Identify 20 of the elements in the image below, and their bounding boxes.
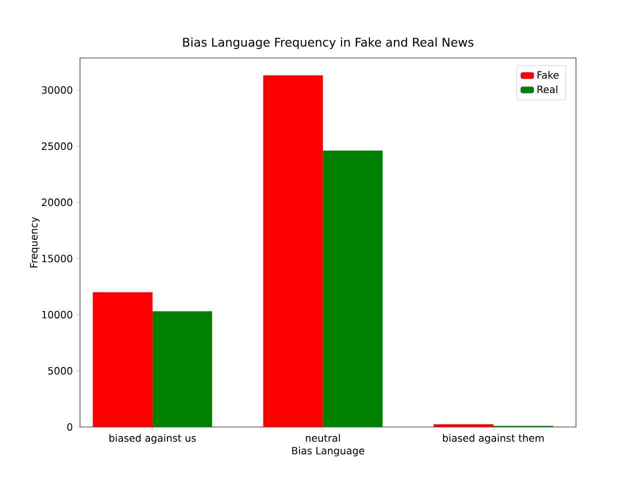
bar <box>322 150 383 427</box>
y-tick-label: 0 <box>67 423 72 431</box>
y-tick-label: 15000 <box>42 254 72 262</box>
y-axis-title: Frequency <box>30 216 40 268</box>
chart-title: Bias Language Frequency in Fake and Real News <box>183 37 474 50</box>
x-tick-label: neutral <box>306 434 340 442</box>
bar <box>92 292 152 427</box>
bar <box>152 311 212 427</box>
bar <box>434 424 494 427</box>
x-axis-title: Bias Language <box>292 446 364 456</box>
y-tick-label: 30000 <box>42 86 72 94</box>
bar <box>263 75 323 427</box>
x-tick-label: biased against them <box>443 434 544 444</box>
legend-label: Fake <box>538 70 559 79</box>
y-tick-label: 25000 <box>42 142 72 150</box>
legend-label: Real <box>538 85 558 94</box>
y-tick-label: 10000 <box>42 310 72 318</box>
y-tick-label: 20000 <box>42 198 72 206</box>
y-tick-label: 5000 <box>48 367 72 375</box>
x-tick-label: biased against us <box>109 434 196 444</box>
